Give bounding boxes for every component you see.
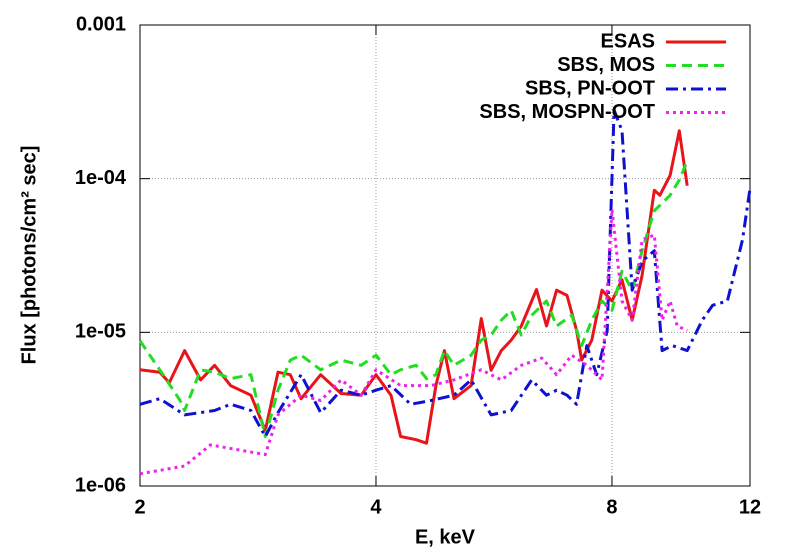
y-axis-label: Flux [photons/cm² sec]	[18, 146, 40, 365]
x-tick-label: 2	[134, 496, 145, 518]
x-tick-label: 8	[606, 496, 617, 518]
y-tick-label: 1e-06	[75, 474, 126, 496]
y-tick-label: 1e-04	[75, 167, 127, 189]
series-line	[139, 208, 688, 476]
x-tick-label: 4	[370, 496, 382, 518]
y-tick-label: 0.001	[76, 13, 126, 35]
series-line	[139, 108, 752, 438]
legend-label: ESAS	[601, 30, 655, 52]
series-line	[138, 160, 689, 438]
legend-label: SBS, MOS	[557, 54, 655, 76]
legend-label: SBS, PN-OOT	[525, 77, 655, 99]
x-axis-label: E, keV	[415, 526, 476, 548]
legend-label: SBS, MOSPN-OOT	[479, 101, 655, 123]
plot-frame	[139, 24, 751, 487]
x-tick-label: 12	[739, 496, 761, 518]
y-tick-label: 1e-05	[75, 321, 126, 343]
series-line	[139, 129, 689, 445]
